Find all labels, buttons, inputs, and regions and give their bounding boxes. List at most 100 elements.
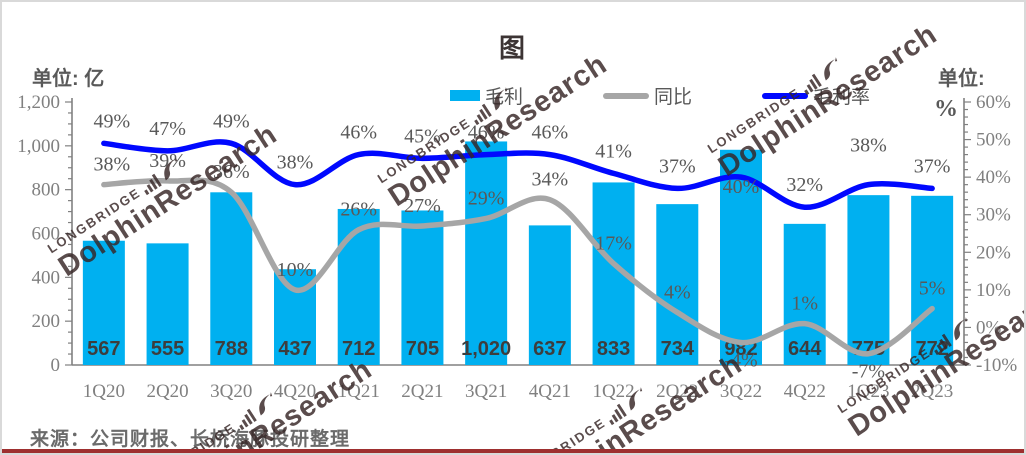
bar-value-label: 644 — [788, 338, 822, 360]
line-swatch-icon — [762, 92, 808, 99]
gross-margin-data-label: 49% — [94, 110, 131, 132]
x-axis-category-label: 4Q21 — [529, 381, 571, 402]
yoy-data-label: 5% — [919, 278, 946, 300]
x-axis-category-label: 2Q21 — [401, 381, 443, 402]
gross-margin-data-label: 46% — [532, 122, 569, 144]
yoy-data-label: 38% — [94, 154, 131, 176]
gross-margin-data-label: 45% — [404, 125, 441, 147]
x-axis-category-label: 3Q21 — [465, 381, 507, 402]
yoy-data-label: 36% — [213, 161, 250, 183]
right-axis-tick-label: 30% — [976, 205, 1011, 226]
gross-margin-data-label: 37% — [914, 155, 951, 177]
chart-title-fragment: 图 — [499, 33, 526, 63]
right-axis-unit-symbol: % — [934, 96, 958, 122]
gross-margin-data-label: 46% — [340, 122, 377, 144]
left-axis-unit-label: 单位: 亿 — [32, 68, 105, 90]
bar-value-label: 1,020 — [461, 338, 511, 360]
line-swatch-icon — [603, 92, 649, 99]
gross-profit-bar — [146, 243, 189, 365]
gross-margin-data-label: 38% — [850, 135, 887, 157]
gross-margin-data-label: 38% — [277, 152, 314, 174]
bar-value-label: 712 — [342, 338, 375, 360]
right-axis-tick-label: 0% — [976, 317, 1002, 338]
gross-margin-data-label: 41% — [595, 140, 632, 162]
yoy-data-label: 34% — [532, 169, 569, 191]
left-axis-tick-label: 1,200 — [17, 92, 60, 113]
gross-profit-bar — [337, 208, 380, 365]
legend-item-gross-margin: 毛利率 — [762, 82, 870, 109]
gross-profit-bar — [528, 225, 571, 365]
x-axis-category-label: 4Q22 — [784, 381, 826, 402]
right-axis-tick-label: 10% — [976, 280, 1011, 301]
right-axis-tick-label: 60% — [976, 92, 1011, 113]
yoy-data-label: 10% — [277, 259, 314, 281]
bar-value-label: 555 — [151, 338, 184, 360]
right-axis-tick-label: 50% — [976, 130, 1011, 151]
legend-item-yoy: 同比 — [603, 82, 692, 109]
left-axis-tick-label: 600 — [32, 224, 61, 245]
legend-label: 毛利 — [485, 87, 524, 108]
gross-margin-data-label: 40% — [723, 176, 760, 198]
bar-value-label: 437 — [278, 338, 311, 360]
bar-swatch-icon — [450, 90, 480, 101]
right-axis-unit-label: 单位: — [938, 68, 985, 90]
yoy-data-label: 39% — [149, 150, 186, 172]
gross-profit-bar — [82, 240, 125, 365]
x-axis-category-label: 1Q20 — [83, 381, 125, 402]
x-axis-category-label: 3Q20 — [210, 381, 252, 402]
bottom-accent-line — [2, 449, 1024, 453]
gross-margin-data-label: 32% — [786, 174, 823, 196]
legend-label: 同比 — [654, 87, 693, 108]
yoy-data-label: 1% — [791, 293, 818, 315]
yoy-data-label: -7% — [852, 361, 885, 383]
yoy-data-label: 17% — [595, 233, 632, 255]
bar-value-label: 567 — [87, 338, 120, 360]
gross-margin-data-label: 49% — [213, 110, 250, 132]
yoy-data-label: 4% — [664, 281, 691, 303]
gross-margin-line — [101, 139, 935, 210]
gross-profit-bar — [783, 223, 826, 365]
gross-profit-bar — [720, 149, 762, 365]
bar-value-label: 705 — [406, 338, 439, 360]
x-axis-category-label: 1Q23 — [847, 381, 889, 402]
legend: 毛利 同比 毛利率 — [2, 82, 1024, 108]
bar-value-label: 734 — [661, 338, 695, 360]
right-axis-tick-label: 20% — [976, 242, 1011, 263]
right-axis-tick-label: -10% — [976, 355, 1017, 376]
source-note: 来源：公司财报、长桥海豚投研整理 — [30, 429, 351, 450]
left-axis-tick-label: 800 — [32, 180, 61, 201]
gross-margin-data-label: 47% — [149, 118, 186, 140]
gross-profit-bar — [465, 141, 508, 365]
bar-value-label: 637 — [533, 338, 566, 360]
gross-profit-bar — [847, 195, 890, 365]
yoy-line — [101, 177, 935, 357]
gross-margin-data-label: 37% — [659, 155, 696, 177]
legend-item-gross-profit: 毛利 — [450, 82, 523, 109]
left-axis-tick-label: 1,000 — [17, 136, 60, 157]
gross-profit-bar — [401, 210, 444, 365]
x-axis-category-label: 1Q22 — [592, 381, 634, 402]
legend-label: 毛利率 — [813, 87, 871, 108]
combo-chart: 1,200 1,000 800 600 400 200 0 60% 50% 40% 30% 20% 10… — [17, 92, 1017, 402]
gross-profit-bar — [656, 204, 699, 365]
gross-margin-data-label: 46% — [468, 122, 505, 144]
bar-value-label: 772 — [915, 338, 948, 360]
gross-profit-bar — [210, 192, 253, 365]
bar-value-label: 788 — [215, 338, 248, 360]
yoy-data-label: -4% — [724, 349, 757, 371]
left-axis-tick-label: 0 — [51, 355, 61, 376]
right-axis-tick-label: 40% — [976, 167, 1011, 188]
x-axis-category-label: 3Q22 — [720, 381, 762, 402]
x-axis-category-label: 1Q21 — [338, 381, 380, 402]
bar-value-label: 833 — [597, 338, 630, 360]
x-axis-category-label: 2Q23 — [911, 381, 953, 402]
x-axis-category-label: 4Q20 — [274, 381, 316, 402]
yoy-data-label: 26% — [340, 199, 377, 221]
left-axis-tick-label: 200 — [32, 311, 61, 332]
left-axis-tick-label: 400 — [32, 267, 61, 288]
yoy-data-label: 29% — [468, 187, 505, 209]
x-axis-category-label: 2Q22 — [656, 381, 698, 402]
x-axis-category-label: 2Q20 — [146, 381, 188, 402]
yoy-data-label: 27% — [404, 195, 441, 217]
